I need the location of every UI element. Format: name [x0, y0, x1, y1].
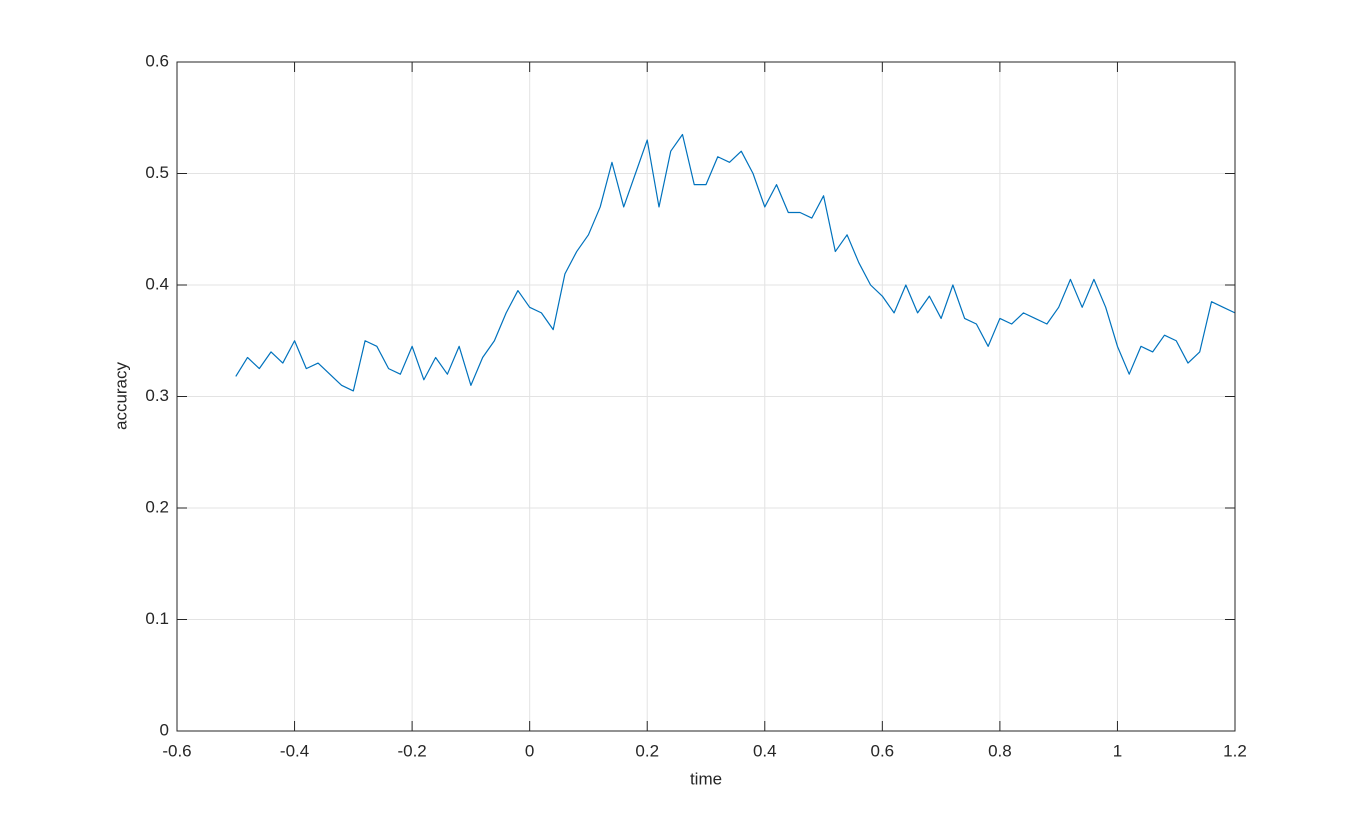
- y-tick-label: 0.5: [145, 163, 169, 182]
- y-tick-label: 0.6: [145, 51, 169, 70]
- x-tick-label: 0.8: [988, 741, 1012, 760]
- data-line: [235, 133, 1236, 392]
- y-tick-label: 0.3: [145, 386, 169, 405]
- x-tick-label: 0.2: [635, 741, 659, 760]
- x-tick-label: 0.6: [871, 741, 895, 760]
- y-tick-label: 0.1: [145, 609, 169, 628]
- y-tick-label: 0.4: [145, 274, 169, 293]
- y-tick-label: 0: [160, 720, 169, 739]
- plot-area: [235, 133, 1236, 392]
- x-tick-label: 1: [1113, 741, 1122, 760]
- x-tick-label: 1.2: [1223, 741, 1247, 760]
- x-tick-label: 0.4: [753, 741, 777, 760]
- x-axis-label: time: [690, 769, 722, 788]
- x-tick-label: 0: [525, 741, 534, 760]
- y-tick-label: 0.2: [145, 497, 169, 516]
- x-tick-label: -0.4: [280, 741, 309, 760]
- x-tick-label: -0.6: [162, 741, 191, 760]
- x-tick-label: -0.2: [397, 741, 426, 760]
- y-axis-label: accuracy: [111, 361, 130, 430]
